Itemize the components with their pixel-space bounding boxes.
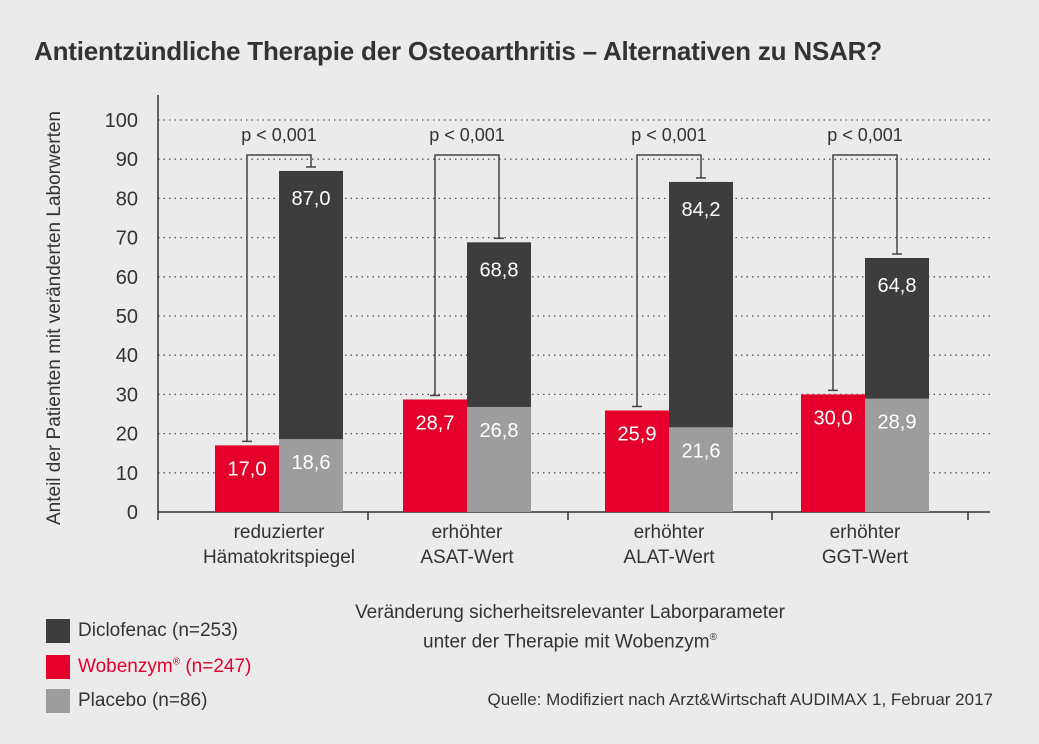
- bar-diclofenac: [669, 181, 733, 428]
- legend-label-wobenzym-n: (n=247): [180, 656, 252, 677]
- data-label-placebo: 18,6: [292, 452, 331, 474]
- data-label-wobenzym: 28,7: [416, 412, 455, 434]
- data-label-placebo: 26,8: [480, 420, 519, 442]
- bar-placebo: [279, 439, 343, 512]
- x-tick-label: reduzierter: [234, 522, 325, 543]
- legend-label-placebo: Placebo (n=86): [78, 690, 208, 711]
- legend-label-diclofenac: Diclofenac (n=253): [78, 620, 239, 641]
- bar-chart: 0 10 20 30 40 50 60 70 80 90 100 Anteil der Patient…: [44, 95, 990, 568]
- chart-title: Antientzündliche Therapie der Osteoarthr…: [34, 36, 882, 66]
- legend-item-diclofenac: Diclofenac (n=253): [46, 618, 238, 644]
- p-value-label: p < 0,001: [241, 125, 317, 145]
- registered-mark: ®: [172, 656, 181, 668]
- p-value-label: p < 0,001: [429, 125, 505, 145]
- data-label-wobenzym: 17,0: [228, 458, 267, 480]
- data-label-diclofenac: 68,8: [480, 259, 519, 281]
- x-axis-title-line2: unter der Therapie mit Wobenzym®: [300, 625, 840, 654]
- y-tick-label: 80: [116, 188, 138, 210]
- x-axis-title-line2-text: unter der Therapie mit Wobenzym: [423, 631, 710, 653]
- x-axis-title: Veränderung sicherheitsrelevanter Laborp…: [300, 600, 840, 654]
- y-tick-label: 0: [127, 502, 138, 524]
- x-tick-label: ALAT-Wert: [623, 547, 715, 568]
- source-note: Quelle: Modifiziert nach Arzt&Wirtschaft…: [487, 690, 993, 709]
- bar-diclofenac: [865, 257, 929, 399]
- bar-wobenzym: [801, 394, 865, 512]
- bar-wobenzym: [605, 410, 669, 512]
- y-axis-title: Anteil der Patienten mit veränderten Lab…: [44, 111, 65, 525]
- data-label-diclofenac: 84,2: [682, 199, 721, 221]
- y-tick-label: 100: [105, 110, 138, 132]
- y-tick-label: 40: [116, 345, 138, 367]
- bar-diclofenac: [279, 170, 343, 440]
- legend-item-placebo: Placebo (n=86): [46, 688, 207, 714]
- x-tick-label: GGT-Wert: [822, 547, 909, 568]
- bar-placebo: [865, 398, 929, 512]
- legend-swatch-placebo: [46, 689, 70, 713]
- legend-item-wobenzym: Wobenzym® (n=247): [46, 654, 251, 680]
- y-tick-label: 60: [116, 267, 138, 289]
- x-tick-label: erhöhter: [830, 522, 901, 543]
- bar-placebo: [669, 427, 733, 512]
- registered-mark: ®: [709, 632, 717, 643]
- significance-bracket: [636, 154, 702, 407]
- legend-swatch-wobenzym: [46, 655, 70, 679]
- x-tick-label: erhöhter: [634, 522, 705, 543]
- data-label-diclofenac: 64,8: [878, 275, 917, 297]
- significance-bracket: [434, 154, 500, 396]
- x-tick-label: Hämatokritspiegel: [203, 547, 355, 568]
- x-axis-title-line1: Veränderung sicherheitsrelevanter Laborp…: [355, 602, 785, 623]
- x-tick-label: ASAT-Wert: [420, 547, 514, 568]
- data-label-wobenzym: 25,9: [618, 423, 657, 445]
- data-label-wobenzym: 30,0: [814, 407, 853, 429]
- data-label-placebo: 21,6: [682, 440, 721, 462]
- y-tick-label: 10: [116, 463, 138, 485]
- bar-diclofenac: [467, 242, 531, 407]
- p-value-label: p < 0,001: [631, 125, 707, 145]
- legend-swatch-diclofenac: [46, 619, 70, 643]
- significance-bracket: [246, 154, 312, 442]
- p-value-label: p < 0,001: [827, 125, 903, 145]
- x-tick-label: erhöhter: [432, 522, 503, 543]
- legend-label-wobenzym-name: Wobenzym: [78, 656, 173, 677]
- bar-wobenzym: [403, 399, 467, 512]
- legend-label-wobenzym: Wobenzym® (n=247): [78, 656, 251, 678]
- y-tick-label: 30: [116, 384, 138, 406]
- significance-bracket: [832, 154, 898, 391]
- bar-placebo: [467, 406, 531, 512]
- y-tick-label: 70: [116, 228, 138, 250]
- bar-wobenzym: [215, 445, 279, 512]
- y-tick-label: 50: [116, 306, 138, 328]
- y-tick-label: 90: [116, 149, 138, 171]
- data-label-placebo: 28,9: [878, 412, 917, 434]
- y-tick-label: 20: [116, 424, 138, 446]
- data-label-diclofenac: 87,0: [292, 188, 331, 210]
